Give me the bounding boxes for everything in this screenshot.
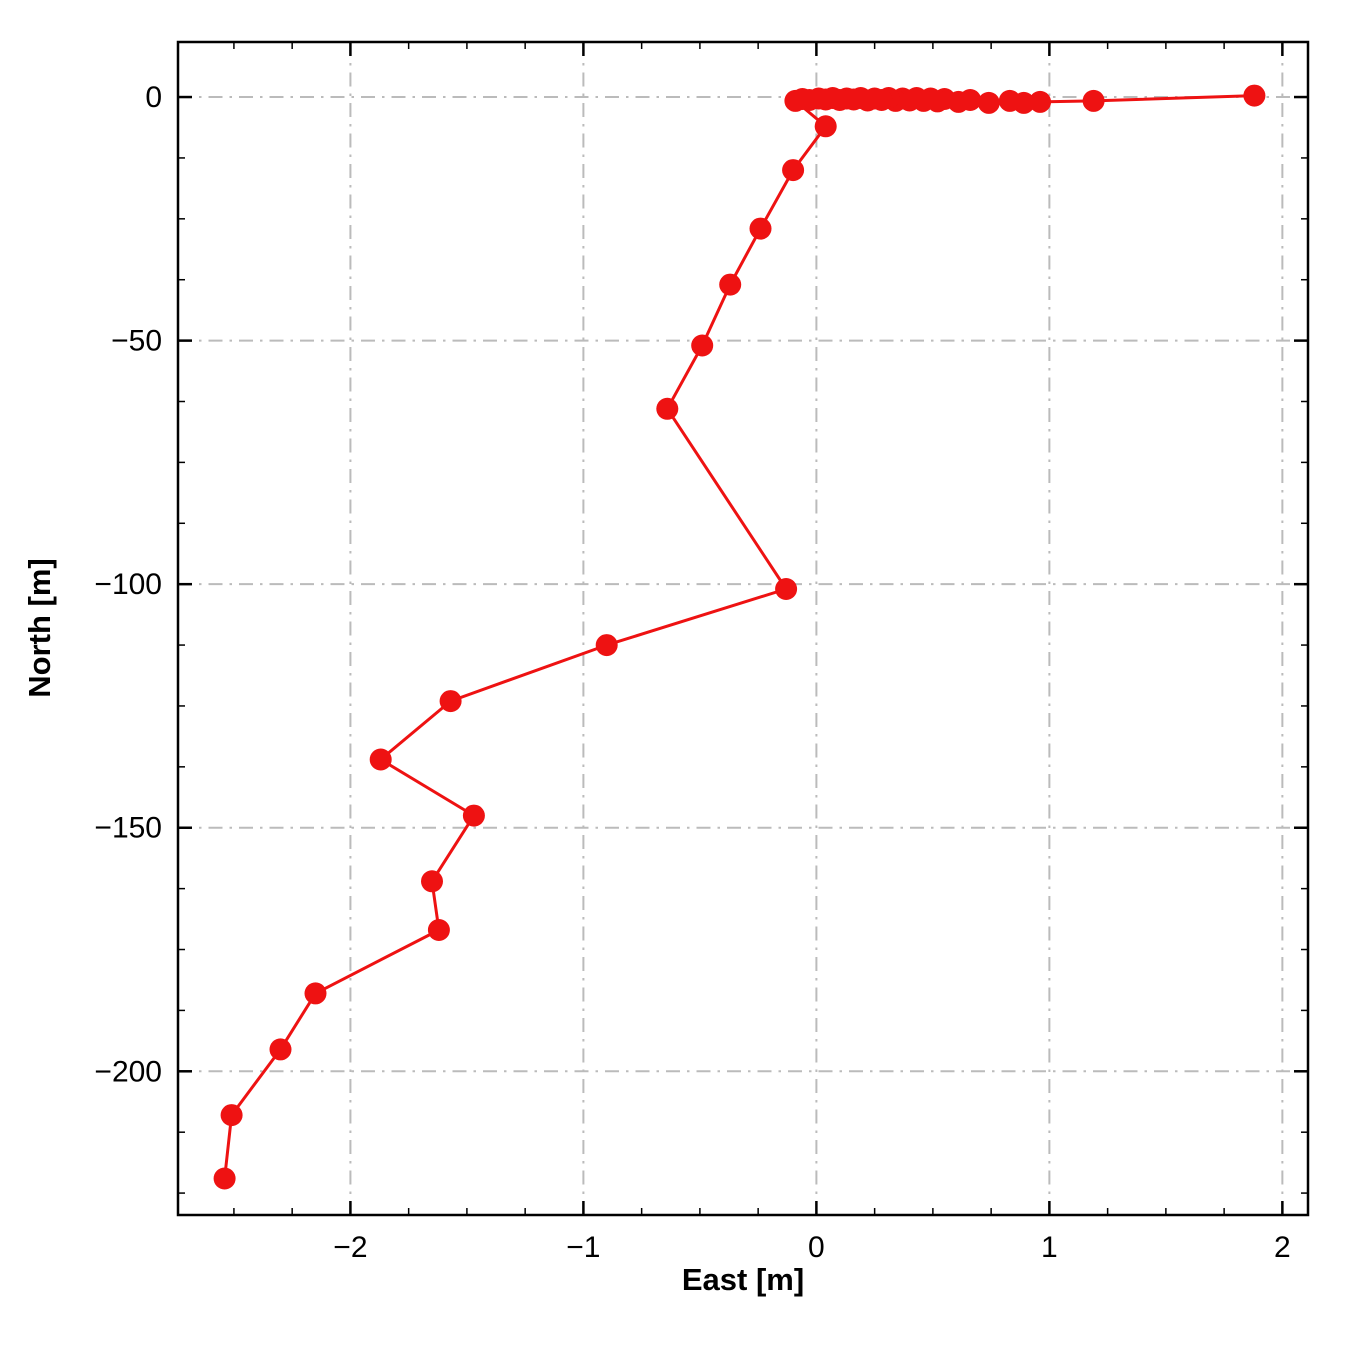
y-tick-label: −150	[94, 812, 162, 845]
trajectory-points	[213, 84, 1266, 1190]
data-point	[439, 690, 462, 713]
data-point	[656, 397, 679, 420]
data-point	[1243, 84, 1266, 107]
plot-frame	[176, 40, 1310, 1217]
data-point	[719, 273, 742, 296]
data-point	[1029, 90, 1052, 113]
y-tick-label: −50	[111, 325, 162, 358]
data-point	[1082, 89, 1105, 112]
data-point	[749, 217, 772, 240]
data-point	[269, 1038, 292, 1061]
x-tick-label: 2	[1274, 1231, 1291, 1264]
data-point	[998, 89, 1021, 112]
data-point	[421, 870, 443, 893]
tick-marks	[178, 42, 1308, 1215]
data-point	[462, 804, 485, 827]
data-point	[427, 919, 450, 941]
y-tick-label: 0	[145, 81, 162, 114]
grid-lines	[178, 42, 1308, 1215]
data-point	[782, 159, 805, 182]
y-axis-label: North [m]	[22, 558, 57, 698]
data-point	[595, 634, 618, 657]
trajectory-line	[223, 94, 1255, 1179]
x-axis-label: East [m]	[681, 1262, 805, 1297]
x-tick-label: 1	[1041, 1231, 1058, 1264]
data-point	[304, 982, 327, 1005]
data-point	[369, 748, 392, 771]
x-tick-label: 0	[808, 1231, 825, 1264]
data-point	[784, 89, 807, 112]
y-tick-label: −200	[94, 1055, 162, 1088]
tick-labels: −2 −1 0 1 2 0 −50 −100 −150 −200	[94, 81, 1290, 1264]
x-tick-label: −1	[566, 1231, 600, 1264]
data-point	[814, 115, 837, 138]
data-point	[213, 1167, 236, 1190]
data-point	[220, 1104, 243, 1127]
data-point	[691, 334, 714, 357]
x-tick-label: −2	[333, 1231, 367, 1264]
data-point	[977, 91, 1000, 114]
y-tick-label: −100	[94, 568, 162, 601]
data-point	[775, 578, 798, 600]
